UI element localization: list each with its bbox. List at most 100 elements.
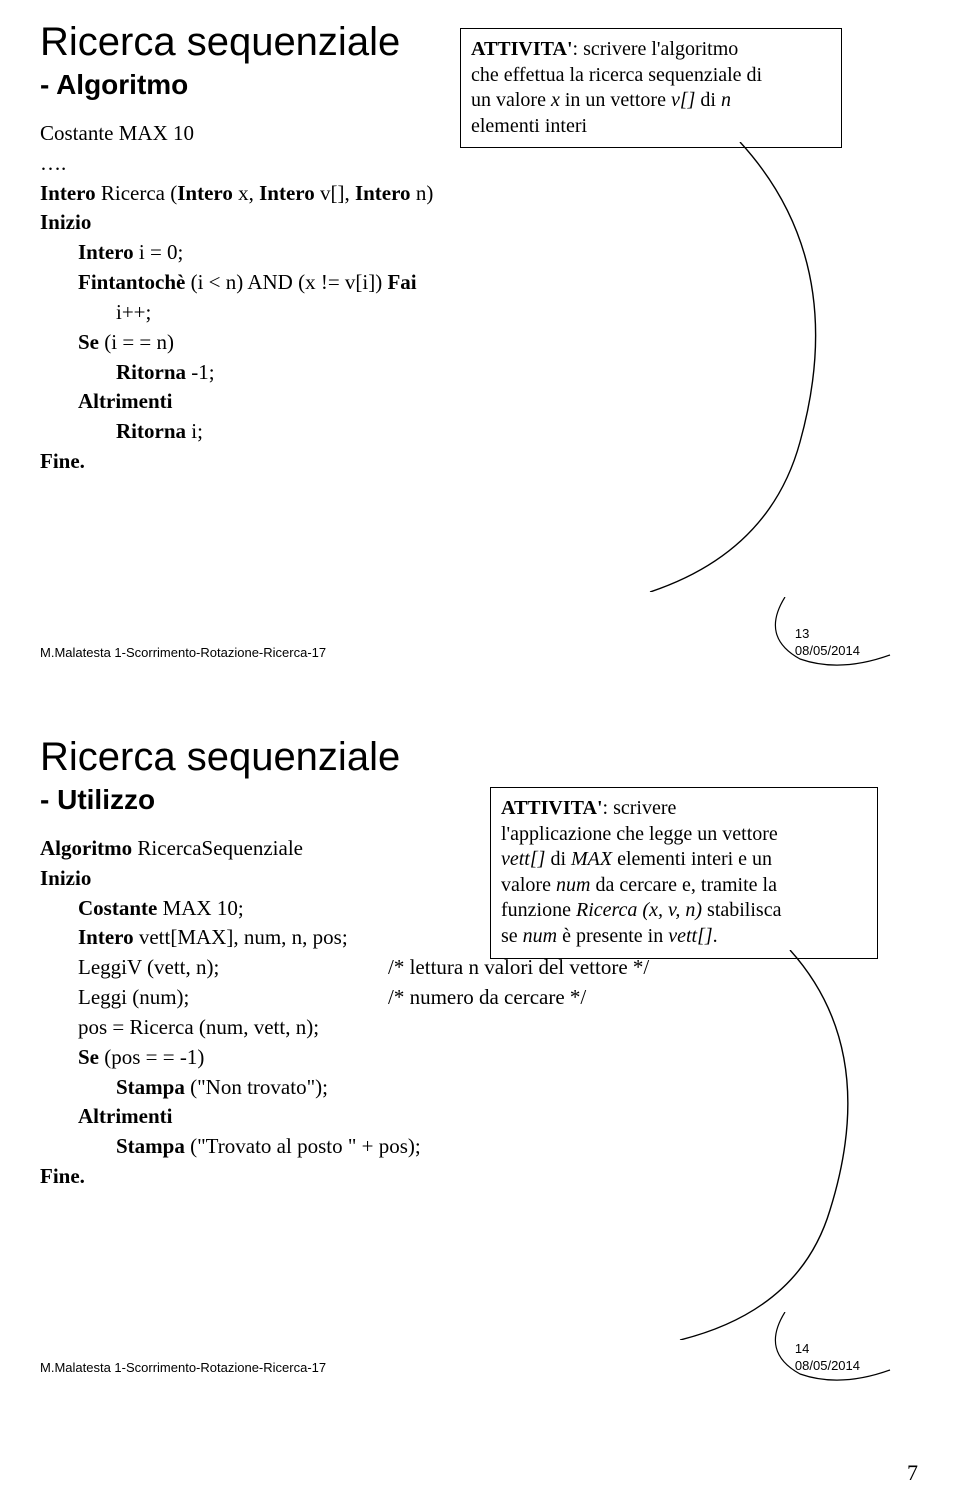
keyword: Ritorna: [116, 360, 186, 384]
footer-left: M.Malatesta 1-Scorrimento-Rotazione-Rice…: [40, 1360, 326, 1375]
text: Ricerca (: [96, 181, 178, 205]
var-v: v[]: [671, 89, 695, 111]
text: se: [501, 925, 523, 947]
var: Ricerca (x, v, n): [576, 899, 702, 921]
keyword: Se: [78, 330, 99, 354]
keyword: Se: [78, 1045, 99, 1069]
keyword: Intero: [40, 181, 96, 205]
text: : scrivere l'algoritmo: [573, 38, 739, 60]
text: LeggiV (vett, n);: [78, 953, 388, 983]
slide-2: Ricerca sequenziale - Utilizzo ATTIVITA'…: [40, 735, 920, 1375]
text: ("Trovato al posto " + pos);: [185, 1134, 421, 1158]
keyword: Stampa: [116, 1075, 185, 1099]
text: v[],: [315, 181, 355, 205]
text: vett[MAX], num, n, pos;: [134, 925, 348, 949]
comment: /* numero da cercare */: [388, 985, 586, 1009]
text: elementi interi e un: [612, 848, 772, 870]
var: vett[]: [501, 848, 545, 870]
keyword: Costante: [78, 896, 157, 920]
pseudocode: Costante MAX 10 …. Intero Ricerca (Inter…: [40, 119, 920, 477]
var: MAX: [571, 848, 612, 870]
slide-number: 14: [795, 1340, 860, 1358]
text: : scrivere: [603, 797, 677, 819]
code-line: Se (pos = = -1): [78, 1043, 920, 1073]
callout-line: funzione Ricerca (x, v, n) stabilisca: [501, 898, 867, 924]
text: x,: [233, 181, 259, 205]
code-line: pos = Ricerca (num, vett, n);: [78, 1013, 920, 1043]
keyword: Intero: [259, 181, 315, 205]
text: .: [713, 925, 718, 947]
callout-line: se num è presente in vett[].: [501, 924, 867, 950]
text: ("Non trovato");: [185, 1075, 328, 1099]
slide-date: 08/05/2014: [795, 642, 860, 660]
code-line: Fintantochè (i < n) AND (x != v[i]) Fai: [78, 268, 920, 298]
footer-left: M.Malatesta 1-Scorrimento-Rotazione-Rice…: [40, 645, 326, 660]
callout-line: ATTIVITA': scrivere: [501, 796, 867, 822]
code-line: Stampa ("Non trovato");: [116, 1073, 920, 1103]
keyword: Ritorna: [116, 419, 186, 443]
text: i = 0;: [134, 240, 184, 264]
code-line: Altrimenti: [78, 1102, 920, 1132]
var: vett[]: [668, 925, 712, 947]
footer-right: 14 08/05/2014: [795, 1340, 860, 1375]
var-n: n: [721, 89, 731, 111]
slide-title: Ricerca sequenziale: [40, 735, 920, 780]
callout-line: elementi interi: [471, 114, 831, 140]
code-line: Altrimenti: [78, 387, 920, 417]
callout-label: ATTIVITA': [501, 797, 603, 819]
code-line: ….: [40, 149, 920, 179]
code-line: Intero Ricerca (Intero x, Intero v[], In…: [40, 179, 920, 209]
callout-line: vett[] di MAX elementi interi e un: [501, 847, 867, 873]
text: un valore: [471, 89, 551, 111]
slide-number: 13: [795, 625, 860, 643]
text: i;: [186, 419, 203, 443]
keyword: Fintantochè: [78, 270, 185, 294]
keyword: Fai: [387, 270, 416, 294]
keyword: Intero: [78, 240, 134, 264]
code-line: Intero i = 0;: [78, 238, 920, 268]
var-x: x: [551, 89, 560, 111]
callout-box: ATTIVITA': scrivere l'algoritmo che effe…: [460, 28, 842, 148]
code-line: Inizio: [40, 208, 920, 238]
text: RicercaSequenziale: [132, 836, 303, 860]
comment: /* lettura n valori del vettore */: [388, 955, 649, 979]
var: num: [523, 925, 557, 947]
keyword: Intero: [78, 925, 134, 949]
var: num: [556, 874, 590, 896]
text: (pos = = -1): [99, 1045, 204, 1069]
slide-1: Ricerca sequenziale - Algoritmo ATTIVITA…: [40, 20, 920, 660]
callout-label: ATTIVITA': [471, 38, 573, 60]
text: -1;: [186, 360, 215, 384]
callout-line: ATTIVITA': scrivere l'algoritmo: [471, 37, 831, 63]
keyword: Intero: [355, 181, 411, 205]
text: funzione: [501, 899, 576, 921]
keyword: Intero: [177, 181, 233, 205]
text: valore: [501, 874, 556, 896]
code-line: Fine.: [40, 447, 920, 477]
slide-date: 08/05/2014: [795, 1357, 860, 1375]
code-line: Leggi (num);/* numero da cercare */: [78, 983, 920, 1013]
keyword: Stampa: [116, 1134, 185, 1158]
code-line: Ritorna i;: [116, 417, 920, 447]
footer-right: 13 08/05/2014: [795, 625, 860, 660]
code-line: Ritorna -1;: [116, 358, 920, 388]
code-line: Se (i = = n): [78, 328, 920, 358]
text: (i = = n): [99, 330, 174, 354]
callout-line: valore num da cercare e, tramite la: [501, 873, 867, 899]
code-line: Fine.: [40, 1162, 920, 1192]
text: n): [411, 181, 434, 205]
callout-line: che effettua la ricerca sequenziale di: [471, 63, 831, 89]
text: (i < n) AND (x != v[i]): [185, 270, 387, 294]
code-line: Stampa ("Trovato al posto " + pos);: [116, 1132, 920, 1162]
callout-box: ATTIVITA': scrivere l'applicazione che l…: [490, 787, 878, 959]
callout-line: l'applicazione che legge un vettore: [501, 822, 867, 848]
text: di: [545, 848, 571, 870]
page-number: 7: [907, 1460, 918, 1486]
callout-line: un valore x in un vettore v[] di n: [471, 88, 831, 114]
text: stabilisca: [702, 899, 781, 921]
text: Leggi (num);: [78, 983, 388, 1013]
keyword: Algoritmo: [40, 836, 132, 860]
text: di: [695, 89, 721, 111]
text: MAX 10;: [157, 896, 243, 920]
text: è presente in: [557, 925, 668, 947]
